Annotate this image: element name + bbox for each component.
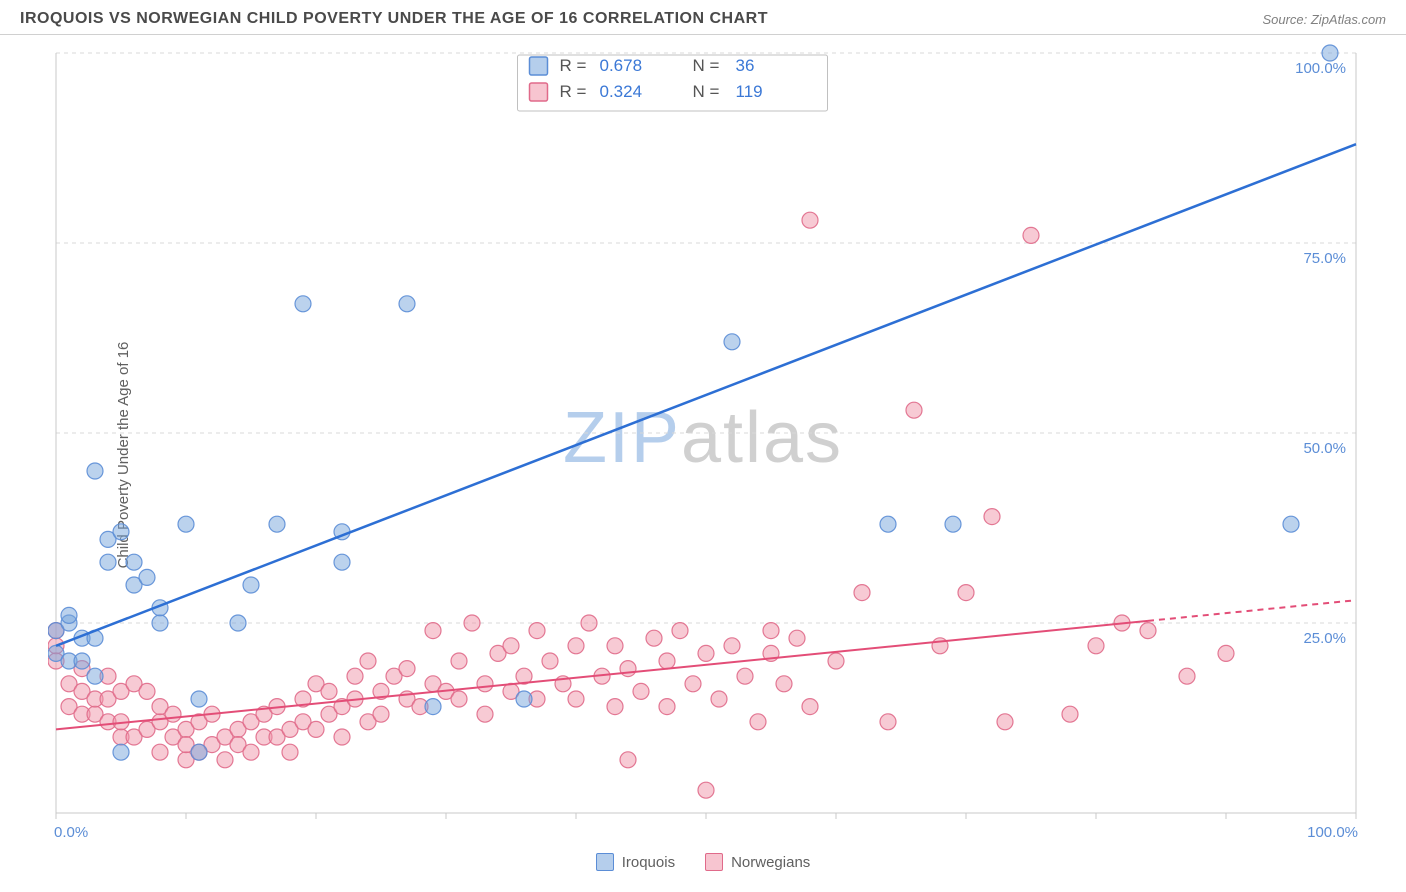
series-legend: Iroquois Norwegians: [0, 853, 1406, 871]
legend-label: Norwegians: [731, 854, 810, 871]
legend-item-iroquois: Iroquois: [596, 853, 675, 871]
chart-header: IROQUOIS VS NORWEGIAN CHILD POVERTY UNDE…: [0, 0, 1406, 35]
chart-title: IROQUOIS VS NORWEGIAN CHILD POVERTY UNDE…: [20, 10, 768, 28]
legend-item-norwegians: Norwegians: [705, 853, 810, 871]
chart-source: Source: ZipAtlas.com: [1262, 12, 1386, 27]
svg-text:R =: R =: [560, 56, 587, 75]
legend-label: Iroquois: [622, 854, 675, 871]
svg-text:N =: N =: [693, 56, 720, 75]
svg-text:100.0%: 100.0%: [1295, 60, 1346, 77]
svg-text:25.0%: 25.0%: [1303, 630, 1346, 647]
legend-swatch-icon: [596, 853, 614, 871]
svg-text:0.324: 0.324: [600, 82, 643, 101]
svg-text:N =: N =: [693, 82, 720, 101]
svg-text:50.0%: 50.0%: [1303, 440, 1346, 457]
svg-text:0.0%: 0.0%: [54, 824, 88, 841]
svg-text:0.678: 0.678: [600, 56, 643, 75]
svg-text:36: 36: [736, 56, 755, 75]
svg-text:119: 119: [736, 82, 763, 101]
scatter-plot: 25.0% 50.0% 75.0% 100.0% 0.0% 100.0% R = 0.678 N…: [48, 35, 1388, 875]
chart-area: Child Poverty Under the Age of 16 ZIPatl…: [0, 35, 1406, 875]
svg-text:100.0%: 100.0%: [1307, 824, 1358, 841]
svg-text:75.0%: 75.0%: [1303, 250, 1346, 267]
svg-text:R =: R =: [560, 82, 587, 101]
legend-swatch-icon: [705, 853, 723, 871]
